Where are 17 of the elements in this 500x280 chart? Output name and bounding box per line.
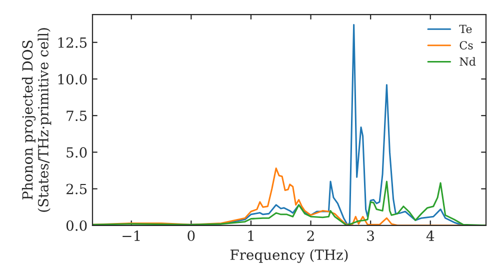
legend-label: Nd [460,57,476,66]
x-tick-label: 4 [426,230,434,241]
y-tick-label: 0.0 [66,220,87,231]
legend-label: Cs [460,41,473,50]
y-axis-title: Phonon projected DOS (States/THz·primitive cell) [22,28,52,212]
x-tick-label: 0 [188,230,195,242]
y-tick-label: 2.5 [66,184,87,194]
x-tick-label: 3 [367,230,374,242]
y-tick-label: 12.5 [58,37,87,48]
x-axis-title: Frequency (THz) [230,249,348,263]
x-tick-label: 2 [307,230,314,241]
x-tick-label: −1 [122,230,140,241]
y-tick-label: 10.0 [58,74,87,84]
y-tick-label: 7.5 [66,110,87,122]
x-tick-label: 1 [248,230,254,241]
legend-label: Te [459,24,472,34]
y-tick-label: 5.0 [66,147,87,158]
